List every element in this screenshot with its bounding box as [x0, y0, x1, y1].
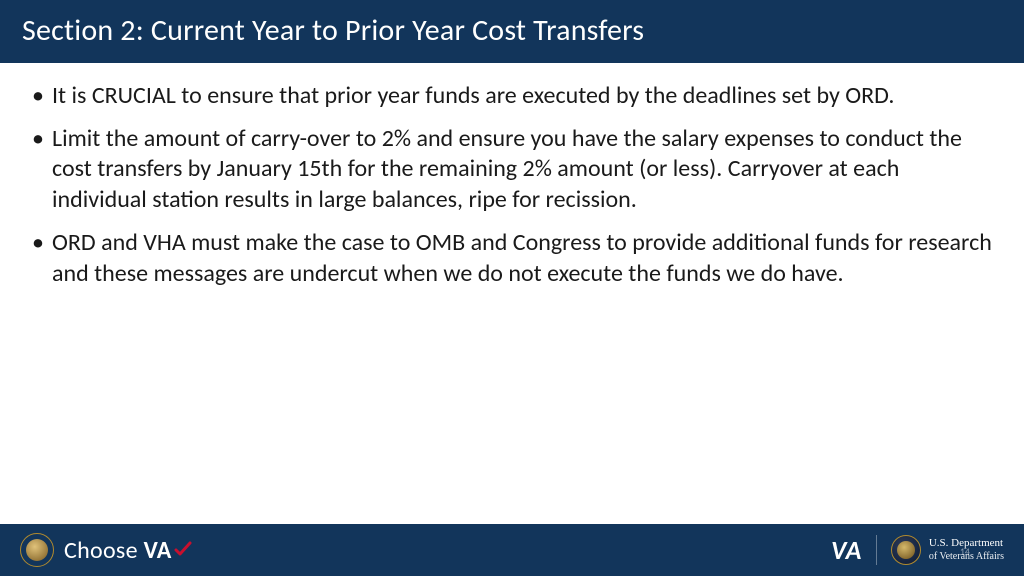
slide-title: Section 2: Current Year to Prior Year Co… — [22, 12, 1002, 49]
footer-right-group: VA U.S. Department of Veterans Affairs — [831, 534, 1004, 566]
footer-left-group: Choose VA — [20, 533, 192, 567]
footer-divider — [876, 535, 877, 565]
slide-root: Section 2: Current Year to Prior Year Co… — [0, 0, 1024, 576]
content-area: It is CRUCIAL to ensure that prior year … — [0, 63, 1024, 576]
choose-label-va: VA — [144, 536, 172, 565]
choose-label-prefix: Choose — [64, 536, 138, 565]
bullet-item: It is CRUCIAL to ensure that prior year … — [52, 81, 996, 112]
page-number: 14 — [960, 545, 970, 558]
dept-block: U.S. Department of Veterans Affairs — [891, 535, 1004, 565]
title-bar: Section 2: Current Year to Prior Year Co… — [0, 0, 1024, 63]
bullet-item: Limit the amount of carry-over to 2% and… — [52, 124, 996, 216]
choose-va-logo: Choose VA — [64, 536, 192, 565]
checkmark-icon — [174, 536, 192, 565]
bullet-item: ORD and VHA must make the case to OMB an… — [52, 228, 996, 289]
footer-bar: Choose VA VA U.S. Department of Veterans… — [0, 524, 1024, 576]
va-seal-icon — [20, 533, 54, 567]
dept-seal-inner-icon — [897, 541, 915, 559]
va-wordmark: VA — [831, 534, 862, 566]
dept-seal-icon — [891, 535, 921, 565]
bullet-list: It is CRUCIAL to ensure that prior year … — [52, 81, 996, 289]
seal-inner-icon — [26, 539, 48, 561]
